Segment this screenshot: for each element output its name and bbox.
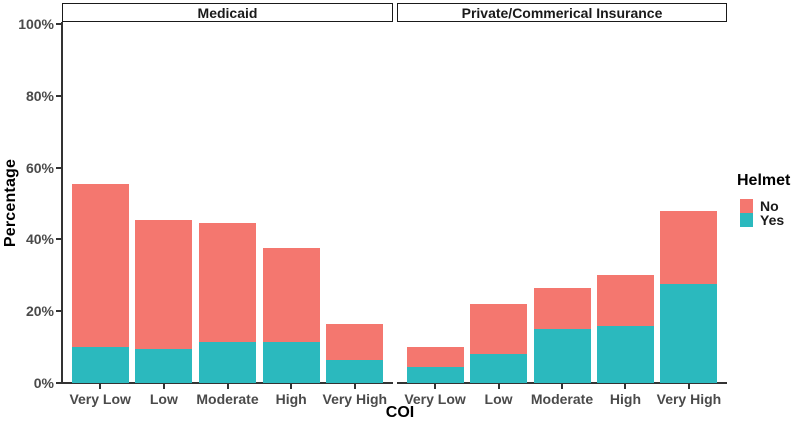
y-axis-tick-label: 100% [18, 16, 54, 32]
bar-segment-no [596, 275, 654, 326]
legend-key-swatch [740, 199, 753, 213]
y-axis-line [61, 22, 63, 384]
bar-moderate [533, 287, 591, 383]
x-axis-tick [561, 384, 563, 389]
bar-segment-no [262, 248, 320, 342]
bar-very-low [406, 347, 464, 383]
x-axis-line-medicaid [62, 382, 393, 384]
bar-segment-yes [470, 354, 528, 383]
bar-segment-no [326, 323, 384, 360]
y-axis-tick [56, 23, 62, 25]
bar-segment-yes [199, 341, 256, 383]
legend-entry-yes: Yes [737, 213, 796, 227]
x-axis-tick [353, 384, 356, 389]
bar-very-high [326, 323, 384, 383]
x-axis-tick [290, 384, 293, 389]
y-axis-tick [56, 382, 62, 384]
x-axis-tick [226, 384, 229, 389]
x-axis-tick-label: Very High [322, 391, 388, 407]
bar-segment-yes [533, 329, 591, 383]
x-axis-tick-label: Low [149, 391, 178, 407]
bar-low [470, 304, 528, 383]
facet-panel-private-insurance [397, 24, 727, 383]
legend-entry-no: No [737, 199, 796, 213]
bar-segment-yes [406, 366, 464, 383]
bar-segment-no [71, 183, 129, 348]
y-axis-tick-label: 80% [25, 87, 54, 104]
y-axis-tick [56, 166, 62, 169]
bar-segment-yes [326, 359, 384, 383]
x-axis-tick-label: Very Low [404, 391, 466, 407]
legend-key-swatch [740, 213, 753, 227]
bar-segment-yes [71, 347, 129, 383]
legend-title: Helmet [737, 172, 791, 189]
bar-segment-yes [135, 348, 193, 383]
y-axis-tick-label: 0% [33, 375, 54, 391]
y-axis-tick [56, 238, 62, 241]
bar-segment-no [470, 304, 528, 355]
bar-segment-yes [262, 341, 320, 383]
facet-strip-private-insurance: Private/Commerical Insurance [397, 3, 727, 22]
bar-segment-no [660, 210, 718, 285]
x-axis-tick [162, 384, 165, 389]
bar-high [596, 275, 654, 383]
facet-strip-label: Private/Commerical Insurance [461, 4, 663, 21]
bar-moderate [199, 223, 256, 383]
bar-high [262, 248, 320, 383]
y-axis-tick-label: 40% [25, 231, 54, 248]
legend: Helmet No Yes [737, 172, 796, 227]
legend-label: Yes [760, 212, 785, 228]
x-axis-tick [687, 384, 690, 389]
bar-segment-yes [660, 284, 718, 383]
bar-low [135, 219, 193, 383]
bar-segment-yes [596, 325, 654, 383]
x-axis-tick-label: Low [484, 391, 513, 407]
y-axis-tick [56, 94, 62, 97]
x-axis-line-private [397, 382, 727, 384]
x-axis-tick [624, 384, 627, 389]
x-axis-tick-label: Moderate [530, 391, 594, 407]
x-axis-tick-label: High [275, 391, 307, 407]
x-axis-tick-label: Very Low [69, 391, 131, 407]
bar-segment-no [406, 347, 464, 367]
bar-segment-no [135, 219, 193, 349]
legend-label: No [760, 198, 779, 214]
bar-segment-no [533, 287, 591, 330]
y-axis-tick-label: 20% [25, 303, 54, 320]
bar-very-high [660, 210, 718, 383]
x-axis-tick-label: Moderate [196, 391, 259, 407]
legend-items: No Yes [737, 199, 796, 227]
x-axis-title: COI [385, 404, 415, 421]
facet-strip-medicaid: Medicaid [62, 3, 393, 22]
x-axis-tick [497, 384, 500, 389]
bar-segment-no [199, 223, 256, 342]
x-axis-tick [99, 384, 102, 389]
x-axis-tick-label: High [609, 391, 642, 407]
y-axis-tick-label: 60% [25, 159, 54, 176]
y-axis-title: Percentage [2, 158, 19, 248]
x-axis-tick-label: Very High [656, 391, 722, 407]
facet-strip-label: Medicaid [197, 4, 258, 21]
bar-very-low [71, 183, 129, 383]
x-axis-tick [434, 384, 437, 389]
y-axis-tick [56, 310, 62, 313]
facet-panel-medicaid [62, 24, 393, 383]
